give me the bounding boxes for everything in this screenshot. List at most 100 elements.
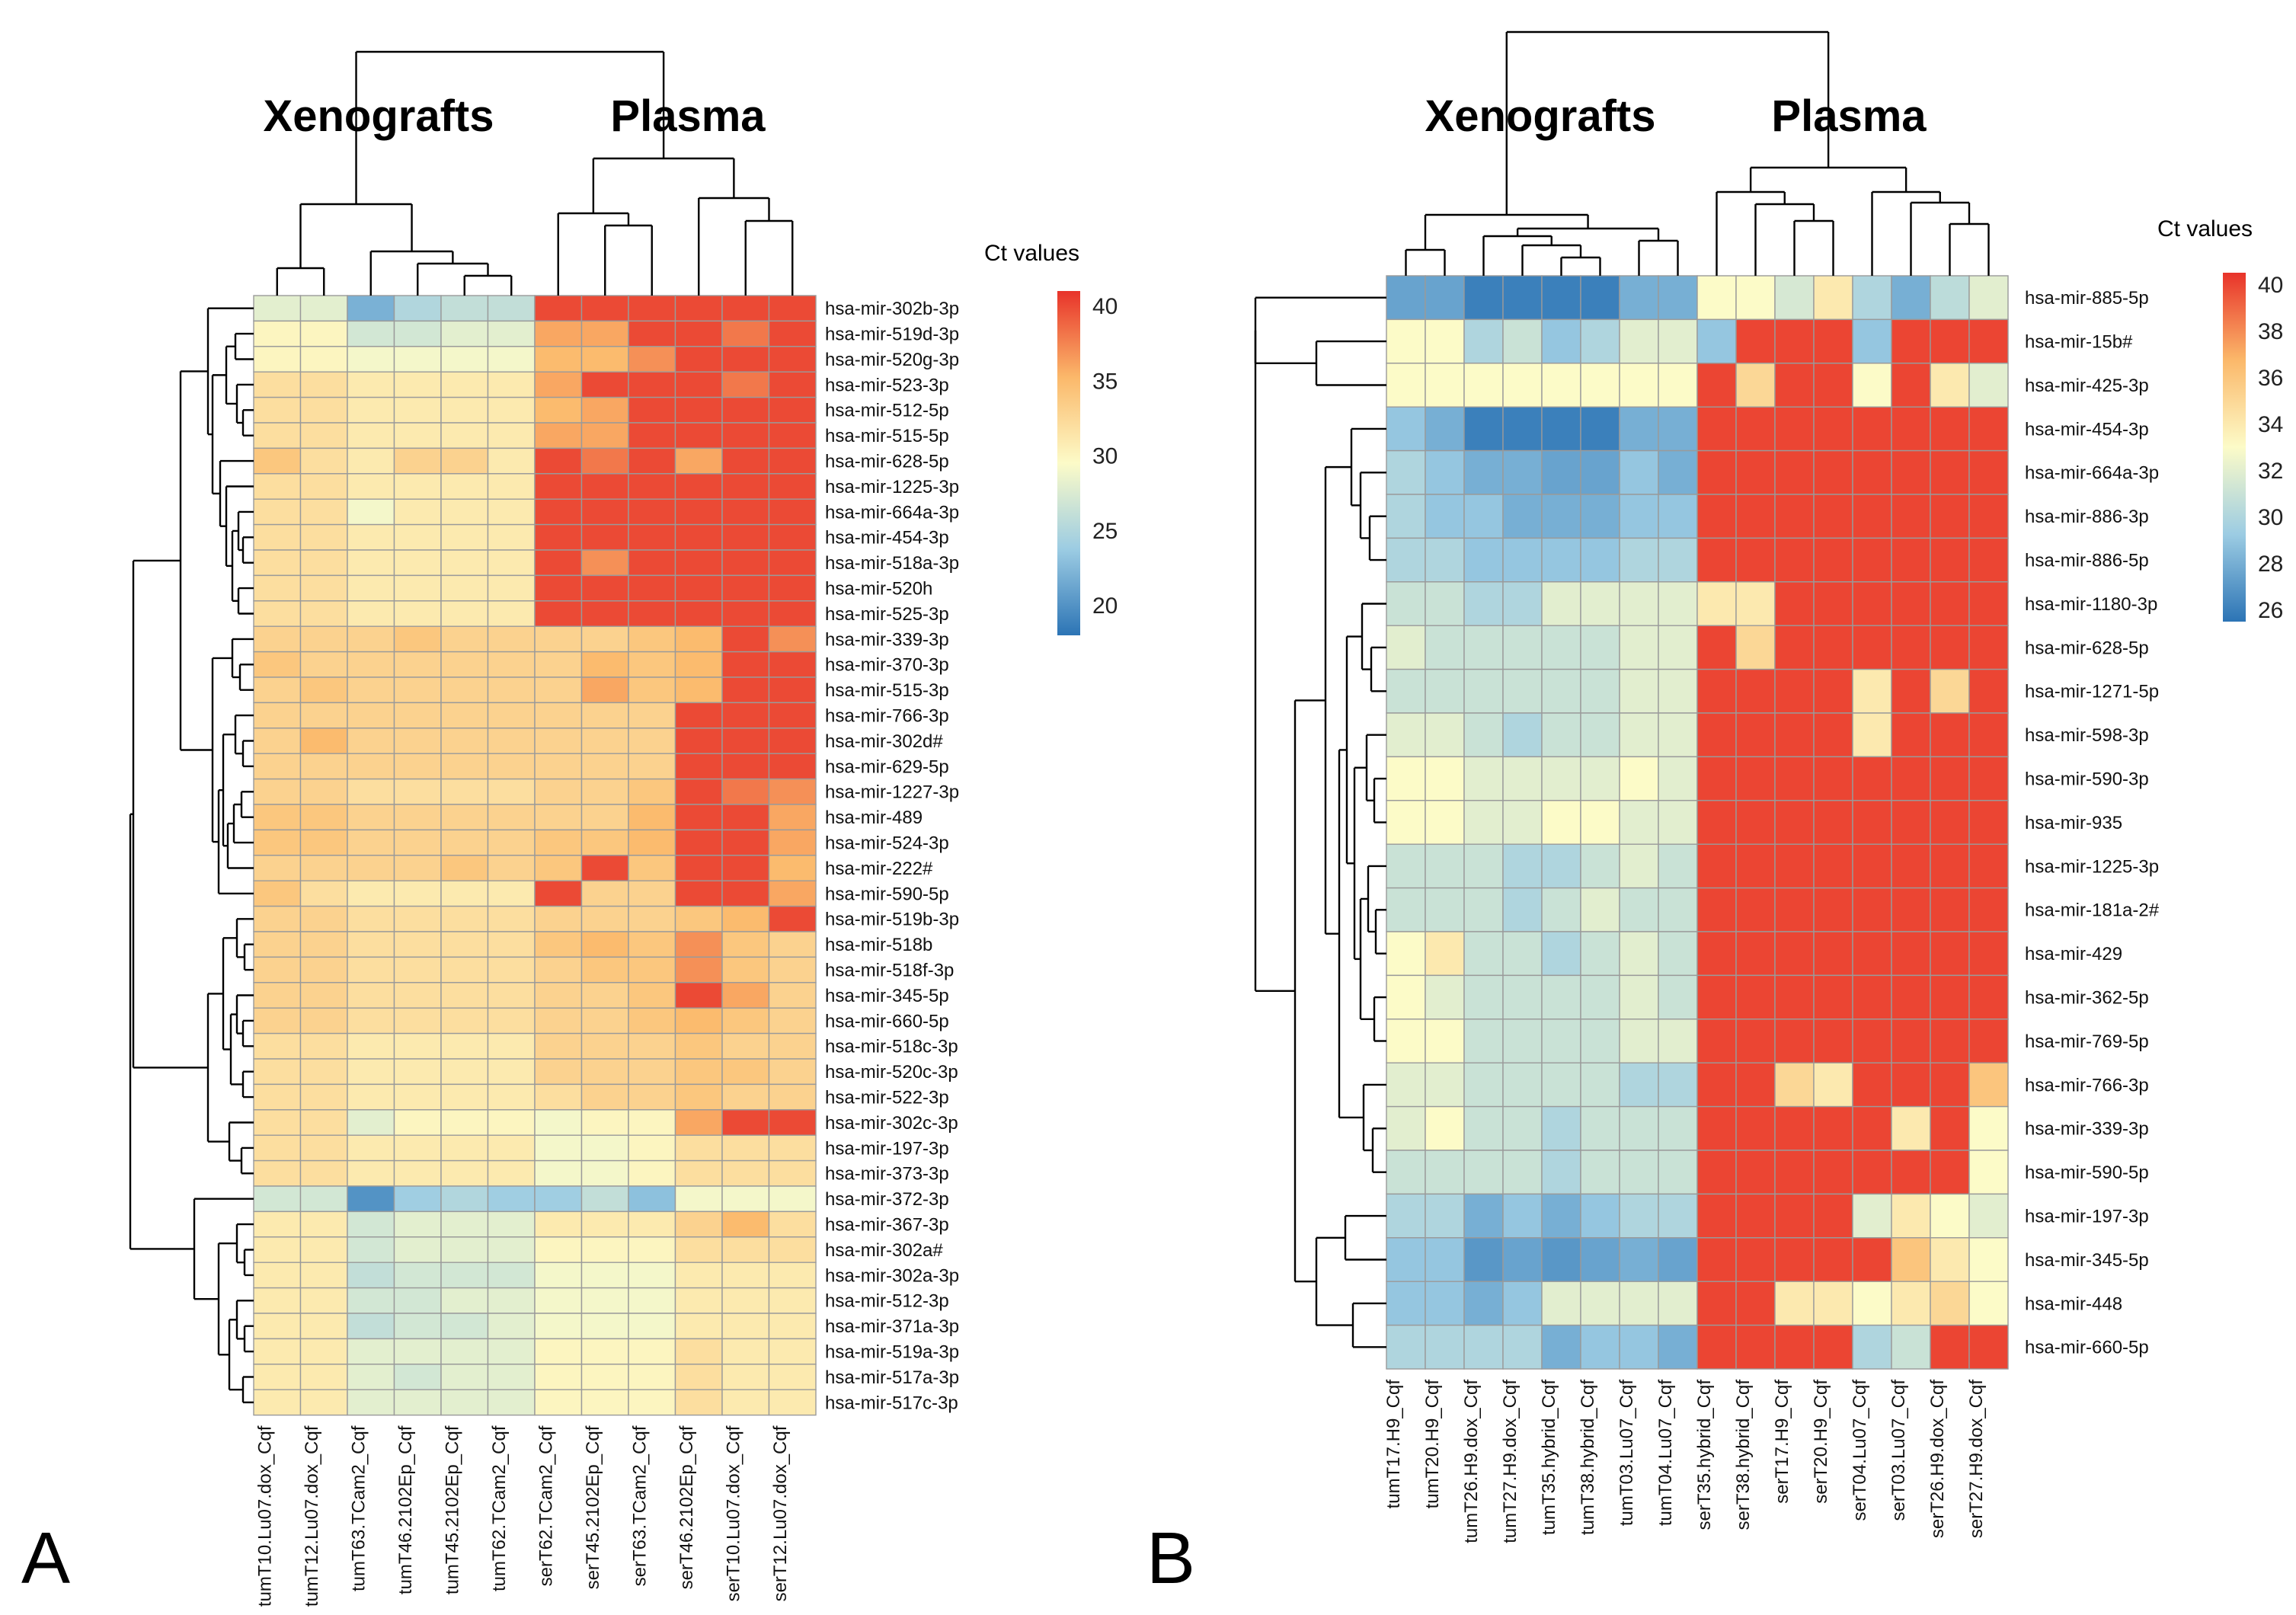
panel-b-cell-r19-c2 bbox=[1463, 1105, 1504, 1151]
panel-b-cell-r2-c11 bbox=[1813, 363, 1853, 408]
panel-b-cell-r6-c5 bbox=[1580, 537, 1620, 583]
panel-a-col-label-11: serT12.Lu07.dox_Cqf bbox=[770, 1425, 791, 1601]
panel-b-row-label-2: hsa-mir-425-3p bbox=[2025, 376, 2149, 396]
panel-a-cell-r13-c4 bbox=[440, 625, 489, 653]
panel-b-cell-r17-c15 bbox=[1968, 1019, 2009, 1063]
panel-a-cell-r39-c2 bbox=[347, 1287, 395, 1314]
panel-a-cell-r25-c10 bbox=[721, 931, 770, 958]
panel-a-cell-r12-c4 bbox=[440, 600, 489, 627]
panel-a-cell-r37-c8 bbox=[628, 1236, 676, 1263]
panel-a-cell-r12-c10 bbox=[721, 600, 770, 627]
panel-a-cell-r21-c2 bbox=[347, 829, 395, 856]
panel-a-cell-r42-c8 bbox=[628, 1364, 676, 1390]
panel-a-cell-r11-c0 bbox=[253, 574, 302, 602]
panel-b-cell-r15-c15 bbox=[1968, 931, 2009, 977]
panel-b-cell-r3-c10 bbox=[1774, 406, 1815, 452]
panel-a-cell-r19-c8 bbox=[628, 778, 676, 805]
panel-b-cell-r11-c8 bbox=[1696, 756, 1737, 801]
panel-a-cell-r29-c11 bbox=[768, 1032, 817, 1060]
panel-a-legend-tick-4: 20 bbox=[1092, 593, 1118, 619]
panel-b-cell-r23-c12 bbox=[1852, 1281, 1892, 1326]
panel-a-row-label-37: hsa-mir-302a# bbox=[825, 1240, 943, 1261]
panel-b-cell-r17-c4 bbox=[1541, 1019, 1581, 1063]
panel-a-cell-r23-c4 bbox=[440, 880, 489, 907]
panel-a-row-label-18: hsa-mir-629-5p bbox=[825, 756, 949, 777]
panel-a-cell-r29-c9 bbox=[674, 1032, 723, 1060]
panel-a-cell-r43-c7 bbox=[580, 1389, 629, 1416]
panel-b-row-label-23: hsa-mir-448 bbox=[2025, 1294, 2122, 1314]
panel-a-cell-r27-c1 bbox=[299, 982, 348, 1009]
panel-b-cell-r13-c0 bbox=[1386, 843, 1426, 889]
panel-a-cell-r40-c7 bbox=[580, 1313, 629, 1340]
panel-a-cell-r29-c1 bbox=[299, 1032, 348, 1060]
panel-a-cell-r24-c1 bbox=[299, 905, 348, 932]
panel-a-cell-r1-c9 bbox=[674, 320, 723, 347]
panel-b-cell-r5-c1 bbox=[1425, 494, 1465, 539]
panel-b-cell-r18-c2 bbox=[1463, 1062, 1504, 1108]
panel-b-cell-r4-c12 bbox=[1852, 449, 1892, 495]
panel-a-cell-r24-c8 bbox=[628, 905, 676, 932]
panel-b-row-label-9: hsa-mir-1271-5p bbox=[2025, 682, 2159, 702]
panel-b-cell-r12-c11 bbox=[1813, 800, 1853, 845]
panel-b-cell-r18-c4 bbox=[1541, 1062, 1581, 1108]
panel-a-cell-r39-c0 bbox=[253, 1287, 302, 1314]
panel-b-cell-r16-c3 bbox=[1502, 974, 1543, 1020]
panel-b-cell-r17-c8 bbox=[1696, 1019, 1737, 1063]
panel-a-cell-r7-c10 bbox=[721, 473, 770, 500]
panel-b-cell-r9-c3 bbox=[1502, 668, 1543, 714]
panel-b-col-label-6: tumT03.Lu07_Cqf bbox=[1616, 1380, 1637, 1526]
panel-b-cell-r1-c8 bbox=[1696, 318, 1737, 364]
panel-b-cell-r24-c15 bbox=[1968, 1324, 2009, 1370]
panel-b-cell-r19-c10 bbox=[1774, 1105, 1815, 1151]
panel-a-cell-r3-c10 bbox=[721, 371, 770, 398]
panel-a-row-label-2: hsa-mir-520g-3p bbox=[825, 350, 959, 370]
panel-a-legend-title: Ct values bbox=[984, 241, 1079, 266]
panel-b-cell-r19-c13 bbox=[1891, 1105, 1931, 1151]
panel-a-cell-r20-c1 bbox=[299, 804, 348, 831]
panel-b-cell-r4-c3 bbox=[1502, 449, 1543, 495]
panel-b-cell-r23-c3 bbox=[1502, 1281, 1543, 1326]
panel-a-cell-r36-c2 bbox=[347, 1210, 395, 1238]
panel-a-cell-r21-c10 bbox=[721, 829, 770, 856]
panel-b-cell-r4-c4 bbox=[1541, 449, 1581, 495]
panel-a-cell-r37-c6 bbox=[534, 1236, 583, 1263]
panel-b-cell-r10-c2 bbox=[1463, 712, 1504, 758]
panel-a-cell-r11-c8 bbox=[628, 574, 676, 602]
panel-b-cell-r13-c13 bbox=[1891, 843, 1931, 889]
panel-a-cell-r43-c11 bbox=[768, 1389, 817, 1416]
panel-b-cell-r10-c12 bbox=[1852, 712, 1892, 758]
panel-a-row-label-41: hsa-mir-519a-3p bbox=[825, 1342, 959, 1363]
panel-b-cell-r9-c10 bbox=[1774, 668, 1815, 714]
panel-b-row-label-20: hsa-mir-590-5p bbox=[2025, 1162, 2149, 1183]
panel-b-cell-r16-c14 bbox=[1930, 974, 1970, 1020]
panel-a-cell-r2-c5 bbox=[487, 346, 536, 373]
panel-b-cell-r24-c13 bbox=[1891, 1324, 1931, 1370]
panel-a-cell-r26-c6 bbox=[534, 956, 583, 983]
panel-a-cell-r18-c4 bbox=[440, 753, 489, 780]
panel-a-cell-r28-c1 bbox=[299, 1007, 348, 1035]
panel-b-cell-r8-c15 bbox=[1968, 625, 2009, 670]
panel-b-cell-r14-c7 bbox=[1658, 887, 1698, 932]
panel-b-legend-tick-4: 32 bbox=[2258, 459, 2283, 484]
panel-a-cell-r32-c2 bbox=[347, 1109, 395, 1136]
panel-b-cell-r17-c2 bbox=[1463, 1019, 1504, 1063]
panel-b-cell-r11-c11 bbox=[1813, 756, 1853, 801]
panel-a-cell-r23-c8 bbox=[628, 880, 676, 907]
panel-b-cell-r7-c14 bbox=[1930, 581, 1970, 626]
panel-a-cell-r41-c5 bbox=[487, 1338, 536, 1365]
panel-a-cell-r14-c8 bbox=[628, 651, 676, 678]
panel-b-cell-r15-c6 bbox=[1619, 931, 1659, 977]
panel-a-cell-r41-c10 bbox=[721, 1338, 770, 1365]
panel-a-cell-r6-c1 bbox=[299, 447, 348, 475]
panel-a-cell-r39-c1 bbox=[299, 1287, 348, 1314]
panel-b-cell-r19-c6 bbox=[1619, 1105, 1659, 1151]
panel-a-row-label-0: hsa-mir-302b-3p bbox=[825, 299, 959, 319]
panel-b-cell-r23-c15 bbox=[1968, 1281, 2009, 1326]
panel-a-cell-r37-c4 bbox=[440, 1236, 489, 1263]
panel-b-cell-r3-c1 bbox=[1425, 406, 1465, 452]
panel-a-cell-r0-c10 bbox=[721, 295, 770, 322]
panel-a-cell-r29-c3 bbox=[393, 1032, 442, 1060]
panel-a-cell-r4-c4 bbox=[440, 396, 489, 424]
panel-a-cell-r8-c3 bbox=[393, 498, 442, 526]
panel-b-cell-r0-c10 bbox=[1774, 275, 1815, 321]
